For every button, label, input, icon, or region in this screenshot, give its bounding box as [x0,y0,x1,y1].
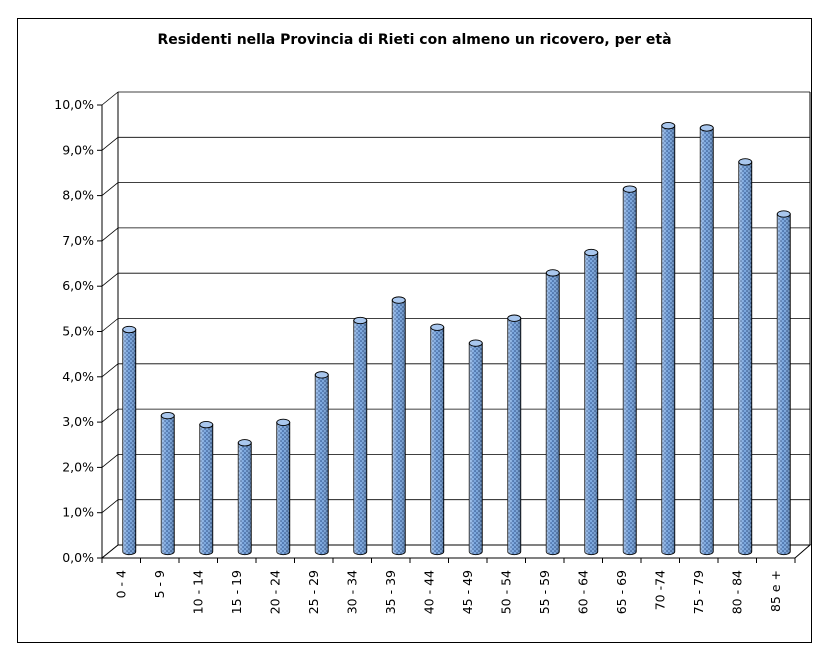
bar [160,411,175,556]
bar-cap [776,210,791,218]
bar [776,210,791,556]
bar-cap [430,323,445,331]
x-tick-label: 50 - 54 [498,570,513,614]
bar [699,124,714,556]
bar-cap [661,122,676,130]
bar [468,339,483,556]
bar [430,323,445,556]
bar [314,371,329,556]
y-tick-label: 7,0% [62,233,94,248]
x-tick-label: 75 - 79 [691,570,706,614]
x-tick-label: 20 - 24 [267,570,282,614]
y-tick-label: 8,0% [62,188,94,203]
x-tick-label: 70 -74 [652,570,667,610]
bar-cap [160,411,175,420]
bar [353,316,368,556]
bar-shade [661,125,675,555]
side-wall-line [101,454,119,468]
bar-shade [546,272,560,555]
x-tick-label: 45 - 49 [460,570,475,614]
x-tick-label: 5 - 9 [152,570,167,598]
bar [122,325,137,556]
bar-shade [392,300,406,555]
x-tick-label: 55 - 59 [537,570,552,614]
bar-shade [353,320,367,555]
bar-shade [777,214,791,555]
bar-shade [161,415,175,555]
bar-shade [199,424,213,555]
bar-cap [237,439,252,447]
bar [738,158,753,556]
bar-cap [738,158,753,166]
bar-shade [469,343,483,555]
bar [199,421,214,556]
y-tick-label: 6,0% [62,278,94,293]
bar-shade [276,422,290,555]
bar-cap [314,371,329,379]
side-wall-line [101,408,119,423]
y-tick-label: 2,0% [62,459,94,474]
y-tick-label: 4,0% [62,369,94,384]
y-tick-label: 10,0% [54,97,94,112]
bar-shade [122,329,136,555]
x-tick-label: 0 - 4 [113,570,128,598]
x-tick-label: 85 e + [768,570,783,612]
bar-cap [545,269,560,277]
bar [622,185,637,556]
bar-shade [238,442,252,555]
bar-cap [584,248,599,257]
bar-cap [391,296,406,304]
x-tick-label: 25 - 29 [306,570,321,614]
side-wall-line [101,363,119,378]
bar [545,269,560,556]
bar-cap [622,185,637,193]
labels-layer: 0,0% 1,0% 2,0% 3,0% 4,0% 5,0% 6,0% 7,0% 8,0% 9,0%… [54,97,782,614]
side-wall-line [101,499,119,514]
bar-shade [507,318,521,555]
side-wall-line [101,91,119,106]
bar [584,248,599,556]
bar-cap [468,339,483,347]
side-wall-line [101,318,119,332]
x-tick-label: 80 - 84 [729,570,744,614]
bar-cap [199,421,214,429]
bar-cap [122,325,137,334]
x-tick-label: 10 - 14 [190,570,205,614]
y-tick-label: 1,0% [62,505,94,520]
bar [507,314,522,556]
bar-shade [700,127,714,555]
side-wall-line [101,227,119,242]
grid-layer [101,91,811,559]
bar [276,418,291,556]
x-tick-label: 65 - 69 [614,570,629,614]
bar [237,439,252,556]
bar-shade [430,327,444,555]
bar [661,122,676,556]
x-tick-label: 40 - 44 [421,570,436,614]
bar-shade [738,161,752,555]
x-tick-label: 30 - 34 [344,570,359,614]
bar-shade [623,189,637,555]
y-tick-label: 9,0% [62,142,94,157]
y-tick-label: 0,0% [62,550,94,565]
bar [391,296,406,556]
side-wall-line [101,136,119,151]
bar-shade [584,252,598,555]
y-tick-label: 3,0% [62,414,94,429]
bars-layer [122,122,791,556]
bar-cap [699,124,714,132]
x-tick-label: 35 - 39 [383,570,398,614]
bar-cap [276,418,291,427]
x-tick-label: 60 - 64 [575,570,590,614]
side-wall-line [101,182,119,196]
chart-title: Residenti nella Provincia di Rieti con a… [157,32,672,48]
bar-shade [315,374,329,555]
x-tick-label: 15 - 19 [229,570,244,614]
bar-cap [353,316,368,325]
side-wall-line [101,272,119,287]
bar-cap [507,314,522,322]
y-tick-label: 5,0% [62,324,94,339]
chart-frame [17,18,812,643]
